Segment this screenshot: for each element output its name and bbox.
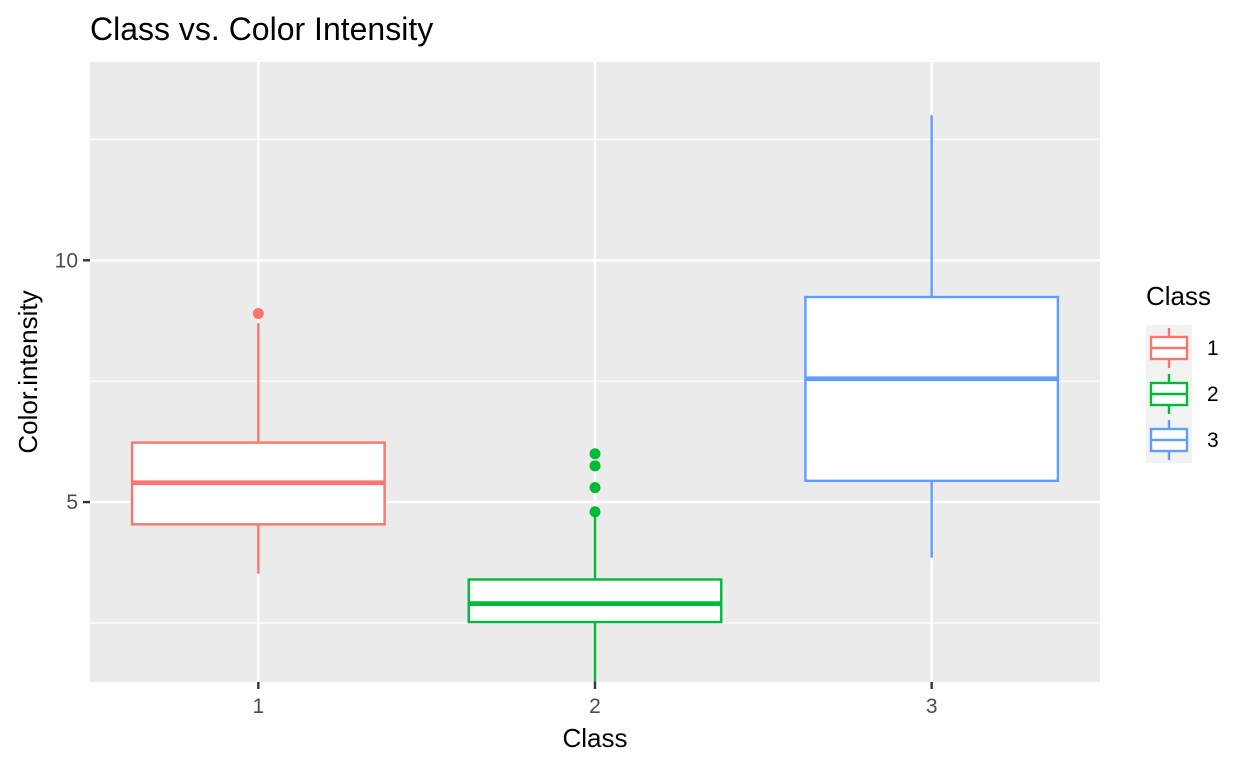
- outlier-point: [589, 482, 601, 494]
- legend-item-1: 1: [1146, 325, 1219, 371]
- x-axis-title: Class: [562, 723, 627, 753]
- y-axis-title: Color.intensity: [13, 290, 43, 453]
- chart-title: Class vs. Color Intensity: [90, 11, 433, 47]
- legend-item-2: 2: [1146, 371, 1219, 417]
- legend-label: 2: [1207, 383, 1219, 406]
- box-group-3: [804, 115, 1060, 558]
- outlier-point: [589, 460, 601, 472]
- legend-title: Class: [1146, 281, 1211, 311]
- legend: Class 1 2 3: [1146, 281, 1219, 463]
- box-iqr: [467, 578, 723, 624]
- box-group-2: [467, 448, 723, 682]
- x-tick-label: 3: [926, 695, 938, 718]
- y-tick-label: 5: [66, 491, 78, 514]
- y-axis: 5 10: [55, 249, 90, 514]
- x-tick-label: 2: [589, 695, 601, 718]
- x-tick-label: 1: [252, 695, 264, 718]
- legend-item-3: 3: [1146, 417, 1219, 463]
- outlier-point: [589, 448, 601, 460]
- legend-label: 3: [1207, 429, 1219, 452]
- box-group-1: [130, 307, 386, 574]
- y-tick-label: 10: [55, 249, 78, 272]
- legend-label: 1: [1207, 337, 1219, 360]
- outlier-point: [589, 506, 601, 518]
- box-series: [130, 115, 1060, 682]
- outlier-point: [252, 307, 264, 319]
- box-iqr: [804, 295, 1060, 483]
- x-axis: 1 2 3: [252, 682, 938, 718]
